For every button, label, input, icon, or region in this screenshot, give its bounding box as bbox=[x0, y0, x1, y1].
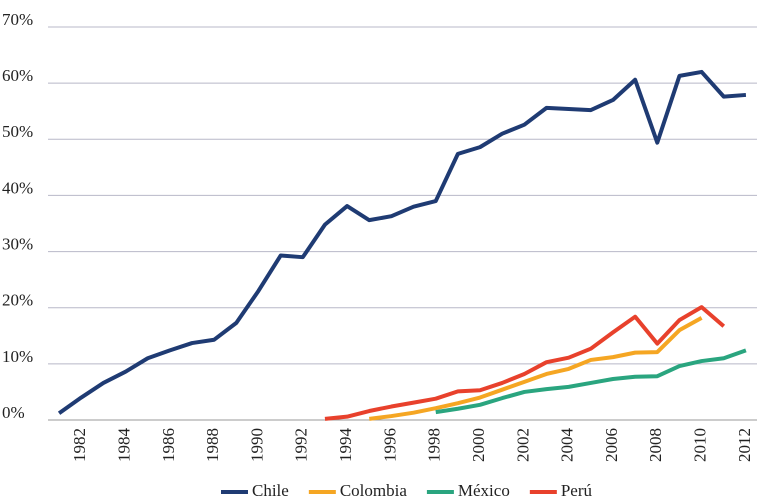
series-line bbox=[435, 348, 747, 415]
x-tick-label: 1984 bbox=[114, 428, 133, 463]
x-tick-label: 2006 bbox=[602, 428, 621, 462]
legend-label: Colombia bbox=[340, 481, 408, 500]
x-tick-label: 1988 bbox=[203, 428, 222, 462]
x-tick-label: 1998 bbox=[425, 428, 444, 462]
series-line bbox=[324, 305, 726, 421]
x-tick-label: 2002 bbox=[513, 428, 532, 462]
y-tick-label: 60% bbox=[2, 66, 33, 85]
x-tick-label: 1986 bbox=[159, 428, 178, 462]
y-tick-label: 50% bbox=[2, 122, 33, 141]
y-tick-label: 70% bbox=[2, 10, 33, 29]
x-tick-label: 1996 bbox=[380, 428, 399, 462]
x-tick-label: 1982 bbox=[70, 428, 89, 462]
legend-label: México bbox=[458, 481, 510, 500]
x-tick-label: 2004 bbox=[558, 428, 577, 463]
x-tick-label: 1994 bbox=[336, 428, 355, 463]
y-tick-label: 0% bbox=[2, 403, 25, 422]
x-tick-label: 2010 bbox=[691, 428, 710, 462]
x-tick-label: 1990 bbox=[247, 428, 266, 462]
x-tick-label: 2000 bbox=[469, 428, 488, 462]
y-tick-label: 10% bbox=[2, 347, 33, 366]
y-tick-label: 20% bbox=[2, 291, 33, 310]
x-tick-label: 2008 bbox=[646, 428, 665, 462]
y-tick-label: 30% bbox=[2, 234, 33, 253]
series-line bbox=[57, 69, 747, 415]
legend-label: Perú bbox=[561, 481, 593, 500]
series-line bbox=[369, 316, 703, 421]
x-tick-label: 1992 bbox=[292, 428, 311, 462]
y-tick-label: 40% bbox=[2, 178, 33, 197]
legend: Chile Colombia México Perú bbox=[220, 481, 593, 500]
x-tick-label: 2012 bbox=[735, 428, 754, 462]
legend-label: Chile bbox=[252, 481, 289, 500]
